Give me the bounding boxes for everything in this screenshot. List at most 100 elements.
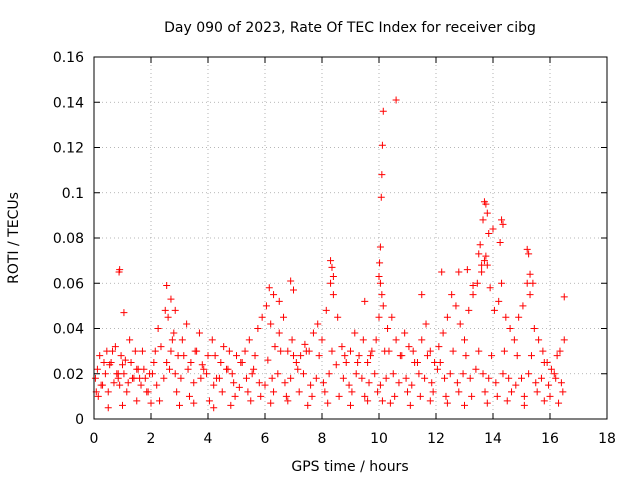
data-point — [341, 352, 349, 360]
data-point — [376, 243, 384, 251]
data-point — [325, 370, 333, 378]
data-point — [220, 343, 228, 351]
data-point — [223, 365, 231, 373]
data-point — [297, 352, 305, 360]
data-point — [485, 229, 493, 237]
data-point — [185, 392, 193, 400]
data-point — [537, 374, 545, 382]
data-point — [392, 96, 400, 104]
data-point — [342, 358, 350, 366]
data-point — [144, 388, 152, 396]
data-point — [483, 399, 491, 407]
data-point — [244, 388, 252, 396]
data-point — [378, 291, 386, 299]
data-point — [408, 381, 416, 389]
data-point — [147, 399, 155, 407]
data-point — [486, 284, 494, 292]
data-point — [247, 397, 255, 405]
data-point — [116, 381, 124, 389]
data-point — [332, 361, 340, 369]
data-point — [375, 272, 383, 280]
data-point — [358, 374, 366, 382]
data-point — [204, 352, 212, 360]
data-point — [375, 313, 383, 321]
data-point — [238, 358, 246, 366]
data-point — [153, 381, 161, 389]
data-point — [329, 291, 337, 299]
x-tick-label: 6 — [261, 431, 270, 447]
data-point — [503, 397, 511, 405]
data-point — [498, 279, 506, 287]
data-point — [267, 399, 275, 407]
data-point — [441, 374, 449, 382]
chart-title: Day 090 of 2023, Rate Of TEC Index for r… — [164, 20, 536, 36]
data-point — [321, 388, 329, 396]
data-point — [262, 302, 270, 310]
data-point — [472, 365, 480, 373]
data-point — [156, 397, 164, 405]
data-point — [469, 291, 477, 299]
data-point — [436, 358, 444, 366]
data-point — [409, 347, 417, 355]
data-point — [120, 309, 128, 317]
data-point — [515, 313, 523, 321]
data-point — [137, 381, 145, 389]
data-point — [251, 352, 259, 360]
data-point — [123, 388, 131, 396]
data-point — [347, 401, 354, 409]
data-point — [345, 381, 353, 389]
data-point — [301, 340, 309, 348]
data-point — [478, 261, 486, 269]
data-point — [502, 313, 510, 321]
data-point — [359, 336, 367, 344]
data-point — [167, 347, 175, 355]
data-point — [435, 343, 443, 351]
data-point — [308, 392, 316, 400]
data-point — [404, 388, 411, 396]
data-point — [449, 347, 457, 355]
data-point — [225, 347, 233, 355]
y-tick-label: 0 — [75, 412, 84, 428]
data-point — [446, 370, 454, 378]
data-point — [314, 320, 322, 328]
data-point — [324, 399, 332, 407]
data-point — [254, 325, 262, 332]
data-point — [416, 392, 424, 400]
data-point — [104, 388, 112, 396]
data-point — [384, 325, 392, 332]
data-point — [292, 358, 300, 366]
data-point — [476, 241, 484, 249]
data-point — [180, 352, 188, 360]
data-point — [378, 141, 386, 149]
data-point — [228, 370, 236, 378]
data-points — [91, 96, 568, 412]
data-point — [376, 259, 384, 267]
data-point — [560, 293, 568, 301]
y-tick-label: 0.14 — [53, 95, 84, 111]
y-tick-label: 0.08 — [53, 231, 84, 247]
data-point — [525, 250, 533, 258]
data-point — [264, 356, 272, 364]
data-point — [164, 313, 172, 321]
data-point — [421, 374, 429, 382]
data-point — [131, 347, 139, 355]
data-point — [138, 347, 146, 355]
data-point — [265, 284, 273, 292]
data-point — [462, 352, 470, 360]
data-point — [385, 347, 393, 355]
data-point — [556, 347, 564, 355]
data-point — [335, 392, 343, 400]
data-point — [418, 291, 426, 299]
data-point — [365, 379, 373, 387]
data-point — [461, 336, 468, 344]
data-point — [217, 358, 225, 366]
data-point — [348, 388, 356, 396]
data-point — [151, 347, 159, 355]
data-point — [168, 336, 176, 344]
data-point — [93, 365, 101, 373]
data-point — [215, 374, 223, 382]
data-point — [354, 358, 362, 366]
data-point — [150, 358, 158, 366]
data-point — [389, 370, 397, 378]
data-point — [290, 352, 297, 360]
